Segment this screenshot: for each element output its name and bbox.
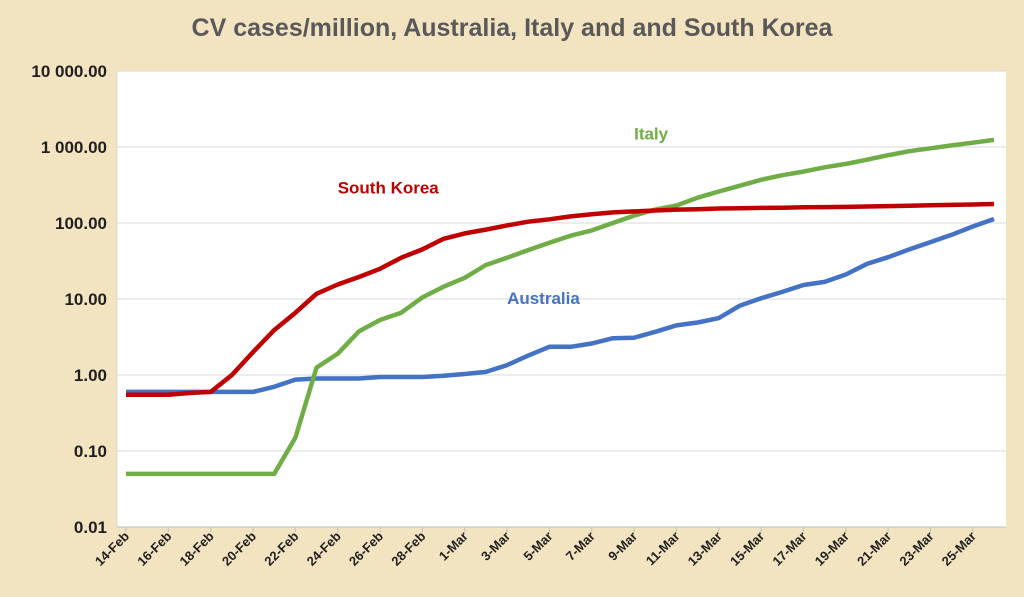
- x-tick-label: 18-Feb: [177, 528, 217, 568]
- x-tick-label: 3-Mar: [478, 529, 513, 564]
- x-tick-label: 5-Mar: [520, 529, 555, 564]
- y-tick-label: 1.00: [74, 366, 107, 385]
- y-axis-ticks: 10 000.00 1 000.00 100.00 10.00 1.00 0.10 0.01: [31, 62, 107, 537]
- x-tick-label: 24-Feb: [304, 528, 344, 568]
- series-line-australia: [126, 216, 995, 395]
- x-tick-label: 7-Mar: [563, 529, 598, 564]
- gridlines: [116, 70, 1006, 528]
- x-tick-label: 22-Feb: [261, 528, 301, 568]
- x-tick-label: 17-Mar: [769, 529, 809, 569]
- x-tick-label: 20-Feb: [219, 528, 259, 568]
- series-label-australia: Australia: [507, 289, 580, 308]
- x-axis-ticks: 14-Feb 16-Feb 18-Feb 20-Feb 22-Feb 24-Feb 26-F…: [92, 527, 979, 569]
- series-lines: [126, 137, 995, 477]
- y-tick-label: 0.01: [74, 518, 107, 537]
- x-tick-label: 15-Mar: [727, 529, 767, 569]
- x-tick-label: 13-Mar: [685, 529, 725, 569]
- y-tick-label: 10.00: [64, 290, 107, 309]
- series-labels: Italy South Korea Australia: [338, 125, 669, 308]
- x-tick-label: 11-Mar: [643, 529, 683, 569]
- x-tick-label: 28-Feb: [388, 528, 428, 568]
- x-tick-label: 26-Feb: [346, 528, 386, 568]
- series-line-south-korea: [126, 201, 995, 397]
- y-tick-label: 100.00: [55, 214, 107, 233]
- x-tick-label: 16-Feb: [134, 528, 174, 568]
- x-tick-label: 21-Mar: [854, 529, 894, 569]
- chart-title: CV cases/million, Australia, Italy and a…: [191, 14, 833, 42]
- y-tick-label: 10 000.00: [31, 62, 107, 81]
- y-tick-label: 0.10: [74, 442, 107, 461]
- series-label-south-korea: South Korea: [338, 178, 440, 197]
- x-tick-label: 9-Mar: [605, 529, 640, 564]
- y-tick-label: 1 000.00: [41, 138, 107, 157]
- x-tick-label: 1-Mar: [436, 529, 471, 564]
- x-tick-label: 25-Mar: [939, 529, 979, 569]
- series-line-italy: [126, 137, 995, 477]
- series-label-italy: Italy: [634, 125, 669, 144]
- x-tick-label: 23-Mar: [896, 529, 936, 569]
- x-tick-label: 19-Mar: [812, 529, 852, 569]
